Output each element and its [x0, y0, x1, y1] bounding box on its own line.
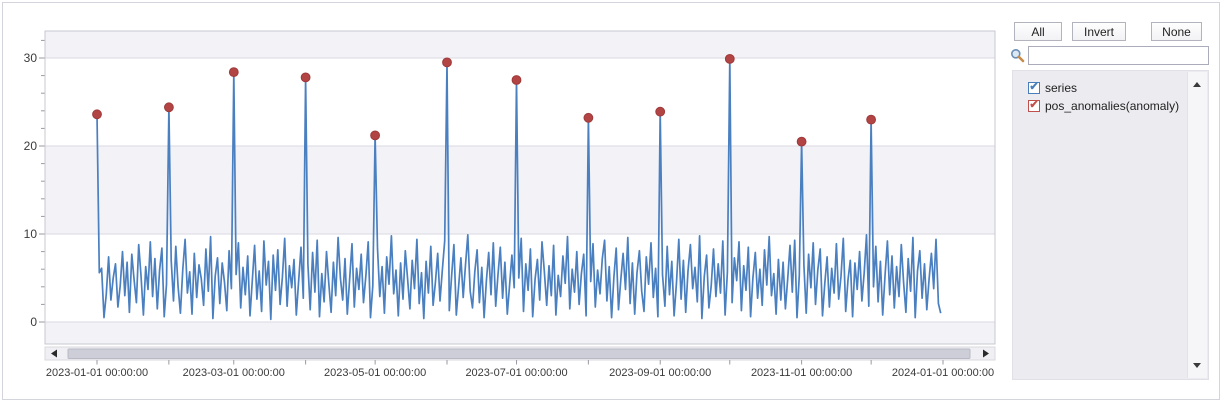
checkmark-icon: ✔: [1029, 99, 1039, 111]
x-axis-label: 2023-09-01 00:00:00: [609, 367, 711, 379]
select-none-button[interactable]: None: [1151, 22, 1202, 41]
invert-selection-button[interactable]: Invert: [1072, 22, 1126, 41]
y-axis-label: 10: [24, 227, 38, 241]
x-axis-label: 2023-07-01 00:00:00: [465, 367, 567, 379]
anomaly-marker: [442, 57, 452, 68]
scroll-up-icon[interactable]: [1193, 82, 1201, 87]
anomaly-marker: [583, 112, 594, 123]
band-30-plus: [45, 31, 995, 58]
legend-item-label: series: [1045, 81, 1078, 95]
anomaly-marker: [300, 72, 311, 83]
series-legend-list: ✔ series ✔ pos_anomalies(anomaly): [1012, 70, 1209, 380]
series-line: [96, 58, 942, 321]
checkmark-icon: ✔: [1029, 81, 1039, 93]
scroll-right-icon[interactable]: [983, 349, 989, 358]
timeseries-chart: 0 10 20 30 2023-01-01 00:00:00 2023-03-01 00:…: [24, 30, 996, 379]
band-below-0: [45, 322, 995, 344]
x-axis-label: 2024-01-01 00:00:00: [892, 367, 994, 379]
y-axis-label: 20: [24, 139, 38, 153]
anomaly-marker: [866, 114, 876, 125]
y-axis-label: 0: [30, 315, 37, 329]
legend-items-container: ✔ series ✔ pos_anomalies(anomaly): [1013, 71, 1188, 379]
y-axis-label: 30: [24, 51, 38, 65]
plot-border: [44, 30, 996, 345]
scroll-left-icon[interactable]: [51, 349, 57, 358]
legend-item-series[interactable]: ✔ series: [1028, 79, 1188, 97]
anomaly-marker: [228, 67, 239, 77]
anomaly-marker: [655, 106, 666, 117]
h-scrollbar-thumb[interactable]: [67, 348, 971, 359]
anomaly-marker: [724, 54, 735, 64]
chart-svg: 0 10 20 30 2023-01-01 00:00:00 2023-03-01 00:…: [24, 30, 996, 379]
checkbox-icon[interactable]: ✔: [1028, 100, 1040, 112]
anomaly-marker: [370, 130, 381, 141]
anomaly-marker: [511, 75, 522, 85]
legend-item-label: pos_anomalies(anomaly): [1045, 99, 1180, 113]
x-axis-label: 2023-05-01 00:00:00: [324, 367, 426, 379]
legend-item-pos-anomalies-anomaly-[interactable]: ✔ pos_anomalies(anomaly): [1028, 97, 1188, 115]
legend-vertical-scrollbar[interactable]: [1187, 72, 1207, 378]
scroll-down-icon[interactable]: [1193, 363, 1201, 368]
anomaly-marker: [164, 102, 174, 113]
legend-search-input[interactable]: [1028, 46, 1209, 65]
x-axis-label: 2023-11-01 00:00:00: [751, 367, 852, 379]
search-icon: [1010, 48, 1025, 63]
select-all-button[interactable]: All: [1014, 22, 1062, 41]
x-axis-label: 2023-03-01 00:00:00: [183, 367, 285, 379]
anomaly-marker: [796, 136, 807, 147]
x-axis-label: 2023-01-01 00:00:00: [46, 367, 148, 379]
band-10-20: [45, 146, 995, 234]
checkbox-icon[interactable]: ✔: [1028, 82, 1040, 94]
anomaly-marker: [92, 109, 102, 120]
